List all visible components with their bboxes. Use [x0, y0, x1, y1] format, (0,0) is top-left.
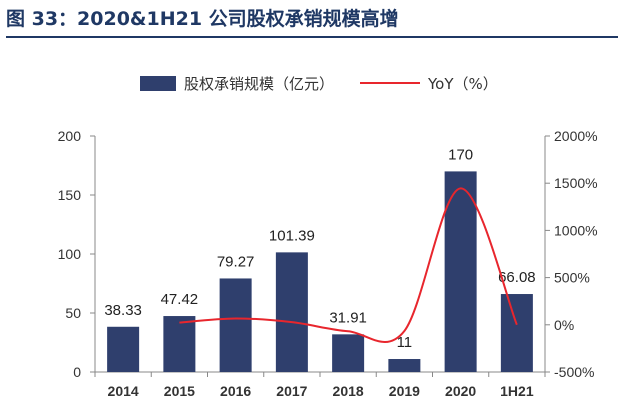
- y2-tick-label: -500%: [554, 364, 594, 380]
- legend-bar-label: 股权承销规模（亿元）: [184, 75, 334, 93]
- y2-tick-label: 500%: [554, 270, 590, 286]
- x-ticks: 2014 2015 2016 2017 2018 2019 2020 1H21: [94, 372, 546, 399]
- bar: [219, 278, 252, 372]
- legend-bar-swatch: [140, 76, 176, 91]
- x-tick-label: 2019: [389, 383, 420, 399]
- y2-tick-label: 1000%: [554, 222, 598, 238]
- bar-data-label: 31.91: [329, 309, 367, 326]
- bar-data-label: 79.27: [217, 253, 255, 270]
- y-tick-label: 200: [58, 128, 82, 144]
- axes: [94, 136, 546, 373]
- bar: [500, 294, 533, 372]
- x-tick-label: 2018: [333, 383, 364, 399]
- x-tick-label: 2017: [276, 383, 307, 399]
- bar: [332, 334, 365, 372]
- x-tick-label: 2020: [445, 383, 476, 399]
- bars: [107, 171, 533, 372]
- bar-data-label: 47.42: [161, 291, 199, 308]
- y2-ticks: -500% 0% 500% 1000% 1500% 2000%: [545, 128, 598, 380]
- bar: [444, 171, 477, 372]
- y2-tick-label: 1500%: [554, 175, 598, 191]
- bar: [107, 326, 140, 372]
- y-ticks: 0 50 100 150 200: [58, 128, 95, 380]
- y-tick-label: 50: [65, 305, 81, 321]
- x-tick-label: 2014: [108, 383, 139, 399]
- legend-line-label: YoY（%）: [427, 75, 498, 93]
- legend: 股权承销规模（亿元） YoY（%）: [140, 75, 498, 93]
- bar-labels: 38.33 47.42 79.27 101.39 31.91 11 170 66.08: [104, 146, 535, 351]
- bar: [163, 316, 196, 372]
- y2-tick-label: 2000%: [554, 128, 598, 144]
- x-tick-label: 2016: [220, 383, 251, 399]
- bar: [275, 252, 308, 372]
- bar-data-label: 11: [397, 334, 413, 351]
- y2-tick-label: 0%: [554, 317, 574, 333]
- bar-data-label: 66.08: [498, 269, 536, 286]
- x-tick-label: 2015: [164, 383, 195, 399]
- bar-data-label: 38.33: [104, 302, 142, 319]
- y-tick-label: 100: [58, 246, 82, 262]
- y-tick-label: 0: [73, 364, 81, 380]
- x-tick-label: 1H21: [500, 383, 534, 399]
- bar-data-label: 101.39: [269, 227, 315, 244]
- yoy-line: [179, 187, 518, 343]
- figure-title: 图 33：2020&1H21 公司股权承销规模高增: [6, 6, 618, 38]
- bar: [388, 359, 421, 372]
- bar-data-label: 170: [448, 146, 473, 163]
- y-tick-label: 150: [58, 187, 82, 203]
- yoy-series-line: [179, 187, 518, 343]
